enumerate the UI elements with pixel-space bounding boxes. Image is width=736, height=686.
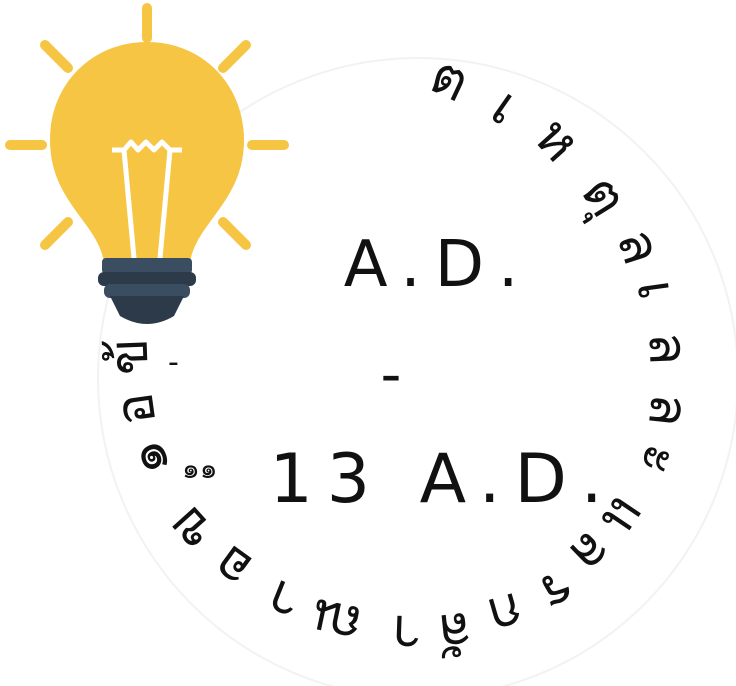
bulb-filament <box>112 139 182 259</box>
ring-glyph: ตุ <box>567 164 641 228</box>
ring-glyph: ห <box>522 105 593 174</box>
badge-ring <box>97 57 736 686</box>
bulb-base-ring <box>98 272 196 286</box>
ring-glyph: ข้ <box>96 337 160 376</box>
bulb-base-tip <box>110 296 184 324</box>
ring-glyph: ณ <box>305 586 367 658</box>
ring-glyph: ต <box>421 43 479 115</box>
ring-glyph: า <box>258 566 310 636</box>
ring-glyph: ล <box>636 391 702 430</box>
ring-glyph: อ <box>201 532 264 602</box>
bulb-base-ring2 <box>104 284 190 298</box>
lightbulb-icon <box>5 3 289 324</box>
bulb-glass <box>50 42 244 262</box>
ring-glyph: า <box>391 603 424 667</box>
ring-glyph: ลั <box>436 599 475 665</box>
ring-glyph: ก <box>481 580 530 650</box>
center-line-2: 13 A.D. <box>269 440 617 519</box>
ring-glyph: ๑๑ <box>182 452 218 485</box>
ring-glyph: - <box>168 345 179 380</box>
ring-glyph: ล <box>636 331 700 366</box>
center-dash: - <box>380 340 416 408</box>
light-rays <box>5 3 289 250</box>
bulb-base-top <box>102 258 192 274</box>
ring-glyph: เ <box>480 75 531 137</box>
ring-glyph: ร <box>529 557 586 626</box>
center-line-1: A.D. <box>343 228 533 302</box>
